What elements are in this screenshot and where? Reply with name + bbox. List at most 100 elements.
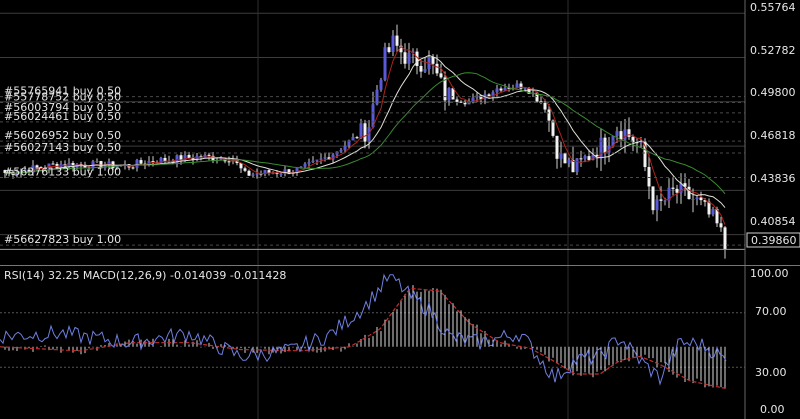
bear-candle xyxy=(507,87,511,89)
bull-candle xyxy=(447,88,451,101)
bear-candle xyxy=(699,197,703,201)
bull-candle xyxy=(23,169,27,171)
bear-candle xyxy=(479,95,483,100)
order-label: #56024461 buy 0.50 xyxy=(4,110,121,123)
bear-candle xyxy=(683,183,687,187)
bull-candle xyxy=(231,160,235,162)
bear-candle xyxy=(579,158,583,160)
indicator-tick-label: 30.00 xyxy=(755,366,787,379)
bull-candle xyxy=(663,200,667,202)
bull-candle xyxy=(343,145,347,150)
bear-candle xyxy=(451,88,455,100)
macd-signal-line xyxy=(0,287,727,390)
bear-candle xyxy=(459,101,463,103)
bear-candle xyxy=(543,102,547,110)
bull-candle xyxy=(183,154,187,161)
order-label: #56627823 buy 1.00 xyxy=(4,233,121,246)
bear-candle xyxy=(287,169,291,175)
bull-candle xyxy=(315,159,319,161)
bear-candle xyxy=(571,160,575,173)
current-price-label: 0.39860 xyxy=(751,234,797,247)
bull-candle xyxy=(31,165,35,173)
bear-candle xyxy=(415,51,419,66)
bull-candle xyxy=(695,197,699,199)
bull-candle xyxy=(351,137,355,141)
bear-candle xyxy=(39,167,43,169)
bear-candle xyxy=(627,129,631,137)
bear-candle xyxy=(163,157,167,162)
bull-candle xyxy=(15,173,19,175)
bear-candle xyxy=(431,57,435,64)
bull-candle xyxy=(271,172,275,174)
bull-candle xyxy=(299,166,303,169)
order-label: #55765941 buy 0.50 xyxy=(4,85,121,98)
order-label: #56003794 buy 0.50 xyxy=(4,101,121,114)
bear-candle xyxy=(487,94,491,97)
bull-candle xyxy=(303,163,307,167)
bear-candle xyxy=(191,157,195,160)
bull-candle xyxy=(255,173,259,175)
bear-candle xyxy=(675,188,679,193)
bull-candle xyxy=(159,157,163,164)
price-tick-label: 0.49800 xyxy=(750,86,796,99)
bear-candle xyxy=(419,65,423,72)
bear-candle xyxy=(363,123,367,142)
bull-candle xyxy=(311,160,315,163)
bear-candle xyxy=(703,200,707,202)
bear-candle xyxy=(671,187,675,189)
price-tick-label: 0.52782 xyxy=(750,44,796,57)
bull-candle xyxy=(567,160,571,164)
price-tick-label: 0.46818 xyxy=(750,129,796,142)
bear-candle xyxy=(707,201,711,215)
bull-candle xyxy=(679,183,683,193)
bull-candle xyxy=(515,83,519,88)
bull-candle xyxy=(655,199,659,211)
bull-candle xyxy=(367,127,371,142)
bear-candle xyxy=(151,161,155,163)
indicator-panel xyxy=(0,266,745,419)
bear-candle xyxy=(327,157,331,160)
bear-candle xyxy=(647,167,651,187)
indicator-tick-label: 70.00 xyxy=(755,305,787,318)
bull-candle xyxy=(523,88,527,90)
bear-candle xyxy=(619,131,623,140)
bull-candle xyxy=(283,169,287,174)
bear-candle xyxy=(443,77,447,101)
bull-candle xyxy=(471,97,475,102)
bull-candle xyxy=(135,160,139,168)
bear-candle xyxy=(687,186,691,200)
indicator-tick-label: 0.00 xyxy=(760,403,785,416)
bear-candle xyxy=(527,88,531,94)
bull-candle xyxy=(383,47,387,80)
bear-candle xyxy=(3,170,7,174)
bull-candle xyxy=(219,158,223,160)
bull-candle xyxy=(339,149,343,152)
bear-candle xyxy=(395,35,399,46)
bull-candle xyxy=(251,174,255,176)
bear-candle xyxy=(139,160,143,164)
bear-candle xyxy=(555,135,559,159)
bull-candle xyxy=(175,155,179,163)
price-tick-label: 0.55764 xyxy=(750,1,796,14)
bear-candle xyxy=(387,47,391,52)
bear-candle xyxy=(715,208,719,224)
bear-candle xyxy=(551,120,555,136)
bull-candle xyxy=(323,157,327,159)
bear-candle xyxy=(631,136,635,143)
bull-candle xyxy=(559,153,563,159)
bear-candle xyxy=(455,99,459,102)
bear-candle xyxy=(35,165,39,168)
bear-candle xyxy=(435,63,439,74)
indicator-header: RSI(14) 32.25 MACD(12,26,9) -0.014039 -0… xyxy=(4,269,286,282)
bear-candle xyxy=(355,137,359,139)
bear-candle xyxy=(719,223,723,228)
bear-candle xyxy=(643,141,647,168)
bear-candle xyxy=(547,109,551,121)
indicator-tick-label: 100.00 xyxy=(750,267,789,280)
bull-candle xyxy=(639,141,643,143)
price-panel: #55765941 buy 0.50#55778752 buy 0.50#560… xyxy=(0,0,745,265)
bull-candle xyxy=(503,87,507,91)
bear-candle xyxy=(51,163,55,165)
indicator-axis-labels: 100.00 70.00 30.00 0.00 xyxy=(750,267,789,416)
